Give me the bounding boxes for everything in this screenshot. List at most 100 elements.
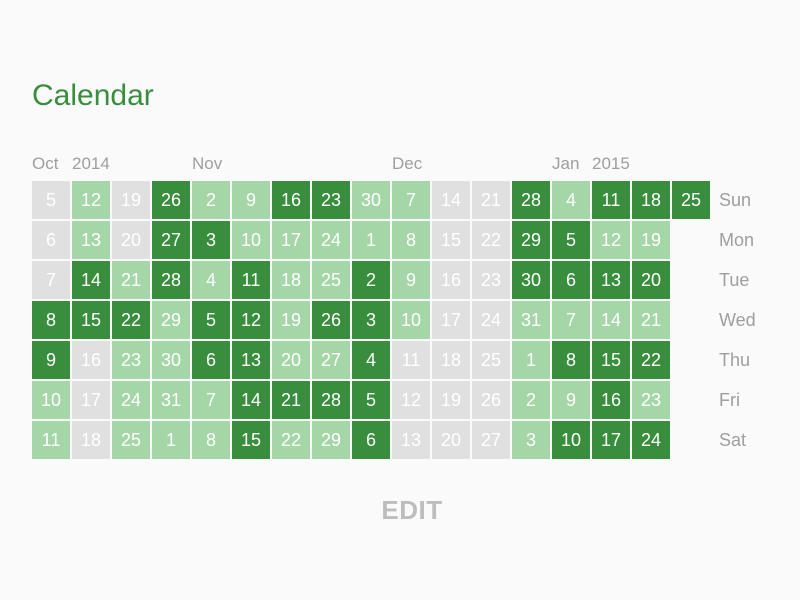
calendar-day-cell[interactable]: 23 — [632, 381, 670, 419]
calendar-day-cell[interactable]: 20 — [432, 421, 470, 459]
calendar-day-cell[interactable]: 4 — [352, 341, 390, 379]
calendar-day-cell[interactable]: 31 — [512, 301, 550, 339]
calendar-day-cell[interactable]: 6 — [32, 221, 70, 259]
calendar-day-cell[interactable]: 15 — [232, 421, 270, 459]
calendar-day-cell[interactable]: 5 — [32, 181, 70, 219]
calendar-day-cell[interactable]: 22 — [112, 301, 150, 339]
calendar-day-cell[interactable]: 11 — [392, 341, 430, 379]
calendar-day-cell[interactable]: 12 — [232, 301, 270, 339]
calendar-day-cell[interactable]: 26 — [472, 381, 510, 419]
calendar-day-cell[interactable]: 13 — [72, 221, 110, 259]
calendar-day-cell[interactable]: 21 — [112, 261, 150, 299]
calendar-day-cell[interactable]: 1 — [152, 421, 190, 459]
calendar-day-cell[interactable]: 22 — [472, 221, 510, 259]
calendar-day-cell[interactable]: 18 — [432, 341, 470, 379]
calendar-day-cell[interactable]: 15 — [592, 341, 630, 379]
calendar-day-cell[interactable]: 7 — [392, 181, 430, 219]
calendar-day-cell[interactable]: 19 — [272, 301, 310, 339]
calendar-day-cell[interactable]: 18 — [72, 421, 110, 459]
calendar-day-cell[interactable]: 1 — [352, 221, 390, 259]
calendar-day-cell[interactable]: 12 — [592, 221, 630, 259]
calendar-day-cell[interactable]: 16 — [432, 261, 470, 299]
calendar-day-cell[interactable]: 24 — [472, 301, 510, 339]
calendar-day-cell[interactable]: 9 — [232, 181, 270, 219]
calendar-day-cell[interactable]: 10 — [392, 301, 430, 339]
calendar-day-cell[interactable]: 22 — [272, 421, 310, 459]
calendar-day-cell[interactable]: 4 — [192, 261, 230, 299]
calendar-day-cell[interactable]: 9 — [32, 341, 70, 379]
edit-button[interactable]: EDIT — [381, 495, 443, 525]
calendar-day-cell[interactable]: 8 — [552, 341, 590, 379]
calendar-day-cell[interactable]: 30 — [512, 261, 550, 299]
calendar-day-cell[interactable]: 17 — [592, 421, 630, 459]
calendar-day-cell[interactable]: 24 — [632, 421, 670, 459]
calendar-day-cell[interactable]: 8 — [32, 301, 70, 339]
calendar-day-cell[interactable]: 23 — [472, 261, 510, 299]
calendar-day-cell[interactable]: 19 — [112, 181, 150, 219]
calendar-day-cell[interactable]: 13 — [232, 341, 270, 379]
calendar-day-cell[interactable]: 21 — [632, 301, 670, 339]
calendar-day-cell[interactable]: 19 — [632, 221, 670, 259]
calendar-day-cell[interactable]: 16 — [272, 181, 310, 219]
calendar-day-cell[interactable]: 14 — [432, 181, 470, 219]
calendar-day-cell[interactable]: 29 — [152, 301, 190, 339]
calendar-day-cell[interactable]: 13 — [392, 421, 430, 459]
calendar-day-cell[interactable]: 2 — [192, 181, 230, 219]
calendar-day-cell[interactable]: 5 — [352, 381, 390, 419]
calendar-day-cell[interactable]: 29 — [312, 421, 350, 459]
calendar-day-cell[interactable]: 20 — [272, 341, 310, 379]
calendar-day-cell[interactable]: 21 — [272, 381, 310, 419]
calendar-day-cell[interactable]: 10 — [232, 221, 270, 259]
calendar-day-cell[interactable]: 6 — [352, 421, 390, 459]
calendar-day-cell[interactable]: 31 — [152, 381, 190, 419]
calendar-day-cell[interactable]: 4 — [552, 181, 590, 219]
calendar-day-cell[interactable]: 12 — [392, 381, 430, 419]
calendar-day-cell[interactable]: 25 — [312, 261, 350, 299]
calendar-day-cell[interactable]: 20 — [632, 261, 670, 299]
calendar-day-cell[interactable]: 29 — [512, 221, 550, 259]
calendar-day-cell[interactable]: 25 — [112, 421, 150, 459]
calendar-day-cell[interactable]: 28 — [512, 181, 550, 219]
calendar-day-cell[interactable]: 9 — [552, 381, 590, 419]
calendar-day-cell[interactable]: 11 — [592, 181, 630, 219]
calendar-day-cell[interactable]: 5 — [552, 221, 590, 259]
calendar-day-cell[interactable]: 2 — [352, 261, 390, 299]
calendar-day-cell[interactable]: 9 — [392, 261, 430, 299]
calendar-day-cell[interactable]: 30 — [152, 341, 190, 379]
calendar-day-cell[interactable]: 22 — [632, 341, 670, 379]
calendar-day-cell[interactable]: 21 — [472, 181, 510, 219]
calendar-day-cell[interactable]: 18 — [272, 261, 310, 299]
calendar-day-cell[interactable]: 12 — [72, 181, 110, 219]
calendar-day-cell[interactable]: 8 — [392, 221, 430, 259]
calendar-day-cell[interactable]: 17 — [272, 221, 310, 259]
calendar-day-cell[interactable]: 18 — [632, 181, 670, 219]
calendar-day-cell[interactable]: 19 — [432, 381, 470, 419]
calendar-day-cell[interactable]: 5 — [192, 301, 230, 339]
calendar-day-cell[interactable]: 23 — [112, 341, 150, 379]
calendar-day-cell[interactable]: 15 — [432, 221, 470, 259]
calendar-day-cell[interactable]: 26 — [152, 181, 190, 219]
calendar-day-cell[interactable]: 14 — [592, 301, 630, 339]
calendar-day-cell[interactable]: 16 — [592, 381, 630, 419]
calendar-day-cell[interactable]: 16 — [72, 341, 110, 379]
calendar-day-cell[interactable]: 26 — [312, 301, 350, 339]
calendar-day-cell[interactable]: 6 — [192, 341, 230, 379]
calendar-day-cell[interactable]: 2 — [512, 381, 550, 419]
calendar-day-cell[interactable]: 17 — [72, 381, 110, 419]
calendar-day-cell[interactable]: 1 — [512, 341, 550, 379]
calendar-day-cell[interactable]: 7 — [552, 301, 590, 339]
calendar-day-cell[interactable]: 14 — [72, 261, 110, 299]
calendar-day-cell[interactable]: 15 — [72, 301, 110, 339]
calendar-day-cell[interactable]: 30 — [352, 181, 390, 219]
calendar-day-cell[interactable]: 27 — [152, 221, 190, 259]
calendar-day-cell[interactable]: 14 — [232, 381, 270, 419]
calendar-day-cell[interactable]: 27 — [472, 421, 510, 459]
calendar-day-cell[interactable]: 13 — [592, 261, 630, 299]
calendar-day-cell[interactable]: 3 — [352, 301, 390, 339]
calendar-day-cell[interactable]: 3 — [512, 421, 550, 459]
calendar-day-cell[interactable]: 28 — [152, 261, 190, 299]
calendar-day-cell[interactable]: 7 — [192, 381, 230, 419]
calendar-day-cell[interactable]: 24 — [112, 381, 150, 419]
calendar-day-cell[interactable]: 11 — [32, 421, 70, 459]
calendar-day-cell[interactable]: 8 — [192, 421, 230, 459]
